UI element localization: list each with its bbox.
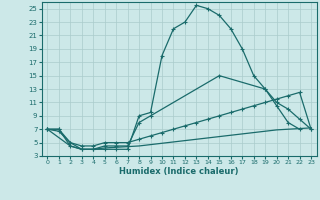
X-axis label: Humidex (Indice chaleur): Humidex (Indice chaleur) [119, 167, 239, 176]
